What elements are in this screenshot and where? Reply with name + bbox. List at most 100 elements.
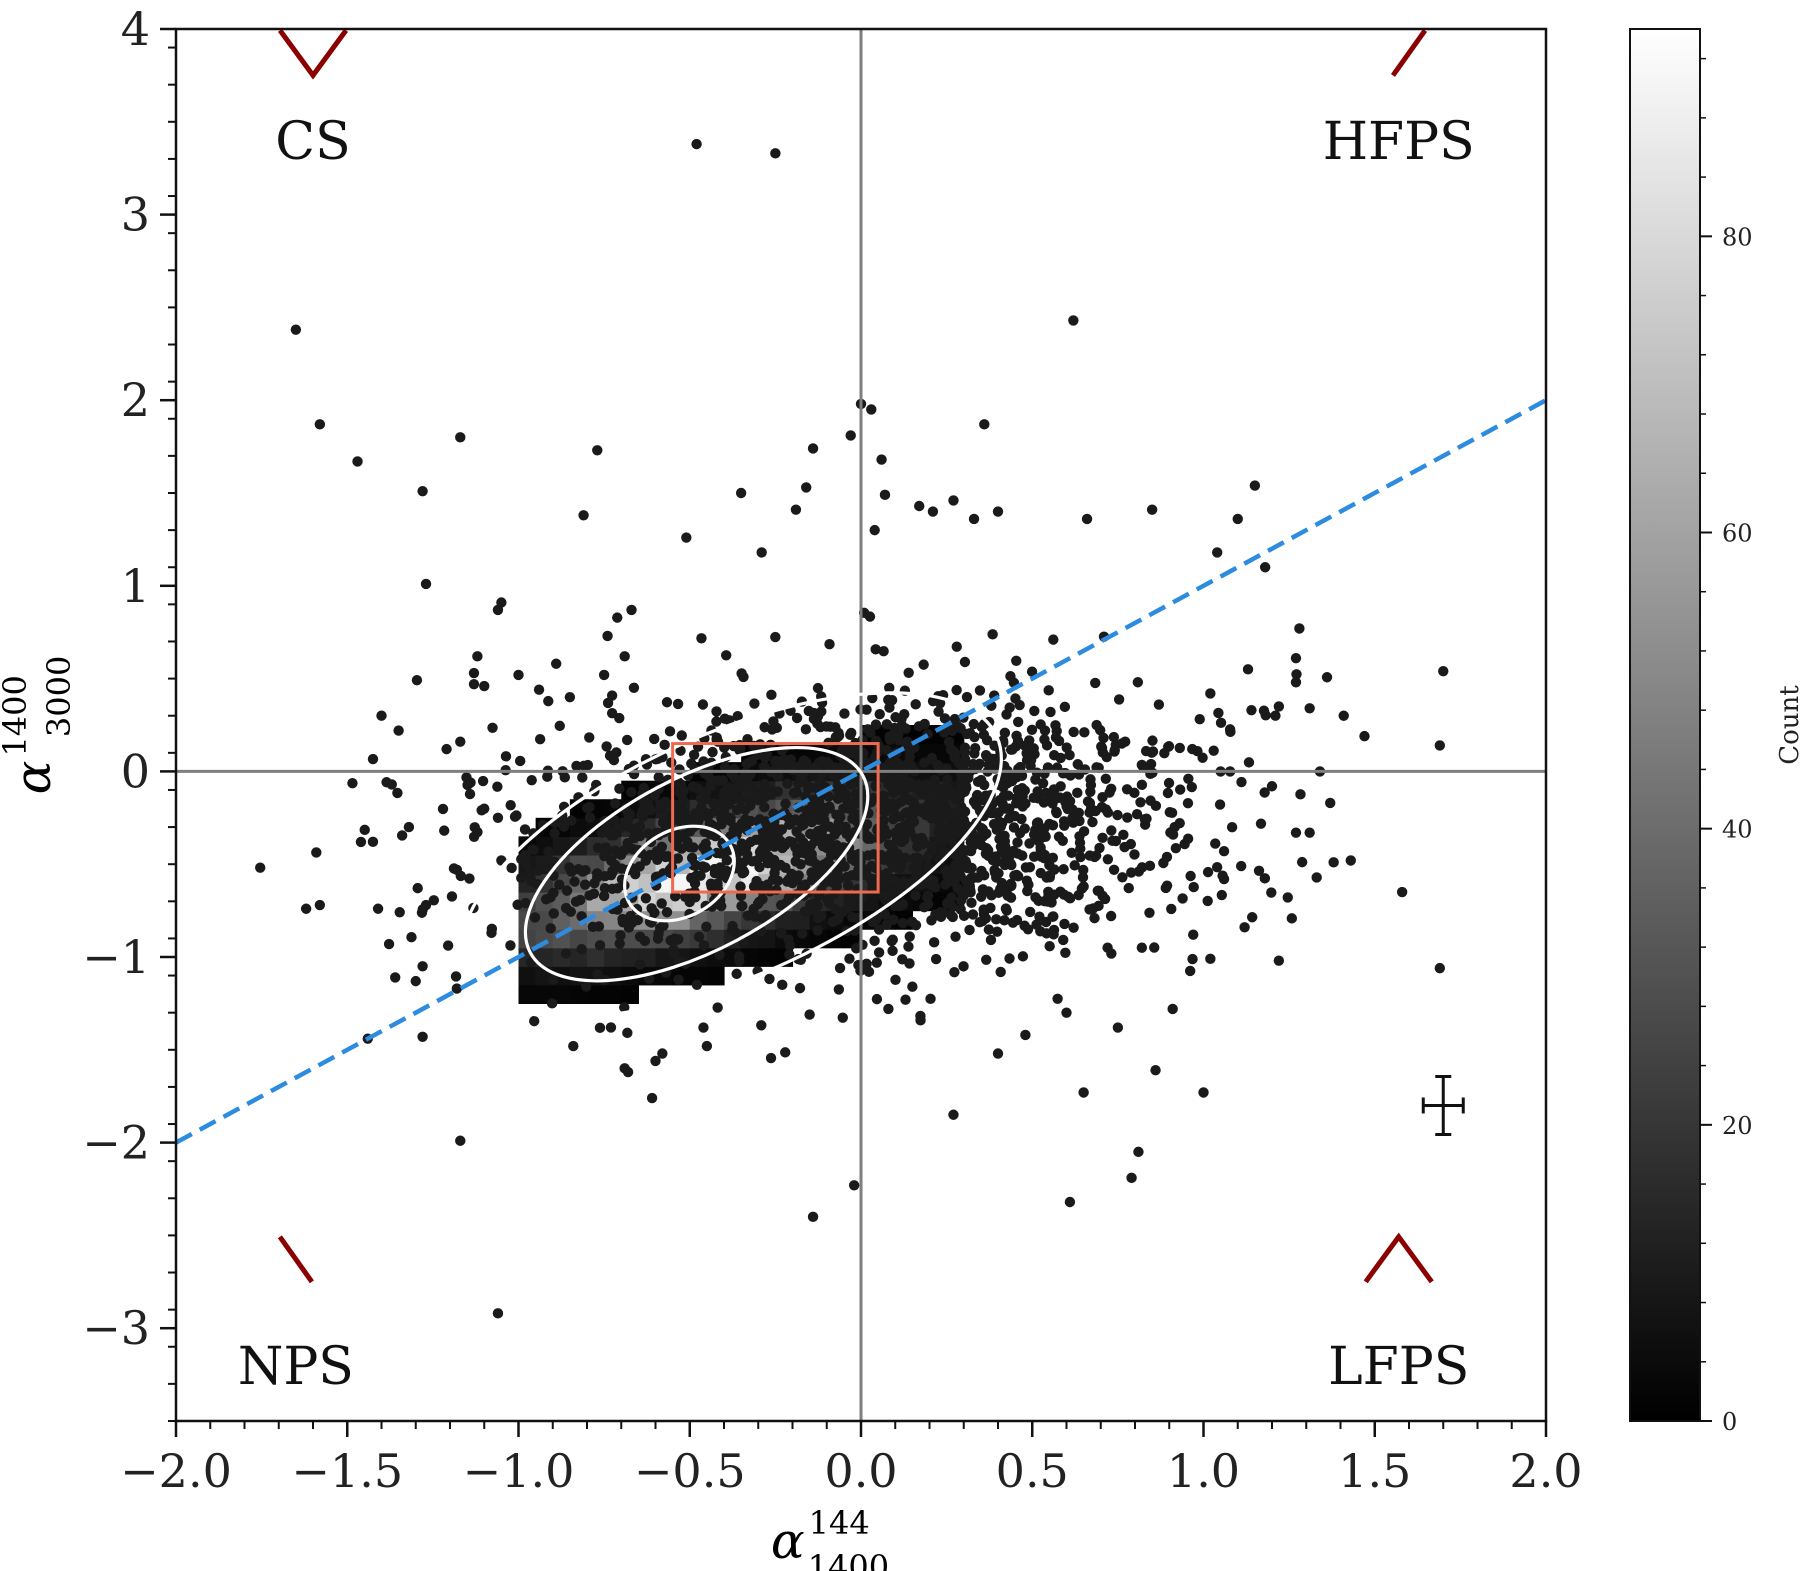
scatter-point — [903, 941, 914, 952]
scatter-point — [698, 842, 709, 853]
scatter-point — [731, 968, 742, 980]
density-bin — [929, 892, 948, 912]
scatter-point — [902, 736, 913, 747]
scatter-point — [1072, 759, 1083, 770]
scatter-point — [911, 870, 922, 882]
scatter-point — [1167, 1003, 1178, 1015]
scatter-point — [1174, 742, 1185, 754]
scatter-point — [886, 694, 898, 706]
scatter-point — [416, 907, 428, 918]
scatter-point — [887, 945, 898, 957]
scatter-point — [923, 898, 934, 910]
scatter-point — [774, 835, 786, 846]
scatter-point — [410, 975, 421, 987]
scatter-point — [1074, 815, 1085, 827]
scatter-point — [874, 708, 885, 720]
scatter-point — [519, 824, 531, 835]
scatter-point — [584, 812, 596, 823]
scatter-point — [898, 876, 909, 887]
scatter-point — [1073, 889, 1084, 901]
scatter-point — [815, 721, 826, 733]
scatter-point — [788, 787, 800, 799]
scatter-point — [640, 893, 652, 904]
scatter-point — [634, 959, 646, 970]
scatter-point — [1028, 743, 1039, 754]
scatter-point — [592, 969, 603, 980]
scatter-point — [561, 885, 573, 896]
scatter-point — [985, 934, 997, 946]
scatter-point — [605, 1022, 617, 1033]
scatter-point — [1210, 838, 1221, 849]
scatter-point — [905, 759, 916, 771]
scatter-point — [437, 803, 449, 815]
scatter-point — [661, 697, 673, 708]
scatter-point — [1039, 849, 1050, 861]
scatter-point — [570, 896, 582, 907]
scatter-point — [640, 855, 651, 866]
scatter-point — [1110, 835, 1122, 847]
scatter-point — [1182, 798, 1194, 809]
scatter-point — [942, 811, 953, 822]
density-bin — [518, 966, 537, 986]
scatter-point — [1044, 941, 1055, 952]
scatter-point — [780, 1047, 791, 1058]
scatter-point — [867, 692, 878, 704]
y-tick-label: 4 — [121, 2, 150, 56]
scatter-point — [1058, 816, 1070, 827]
scatter-point — [846, 870, 858, 881]
scatter-point — [417, 1031, 428, 1043]
scatter-point — [760, 816, 772, 827]
scatter-point — [1139, 819, 1151, 830]
scatter-point — [614, 712, 625, 724]
y-tick-label: 1 — [121, 559, 150, 613]
density-bin — [569, 929, 588, 949]
scatter-point — [738, 671, 749, 683]
scatter-point — [1239, 922, 1250, 933]
scatter-point — [608, 754, 620, 766]
scatter-point — [314, 419, 326, 430]
scatter-point — [983, 886, 994, 897]
scatter-point — [599, 883, 611, 894]
scatter-point — [844, 953, 855, 964]
scatter-point — [728, 771, 740, 782]
error-bar-marker — [1421, 1074, 1465, 1136]
scatter-point — [878, 646, 889, 657]
colorbar: 0 20 40 60 80 Count — [1629, 28, 1801, 1436]
scatter-point — [1105, 783, 1117, 794]
scatter-point — [945, 744, 957, 755]
scatter-point — [1147, 746, 1159, 757]
scatter-point — [703, 770, 714, 781]
scatter-point — [626, 604, 637, 616]
scatter-point — [451, 983, 463, 994]
scatter-point — [1434, 740, 1446, 751]
scatter-point — [894, 822, 905, 834]
scatter-point — [1253, 865, 1265, 877]
scatter-point — [1153, 699, 1165, 710]
scatter-point — [718, 806, 730, 818]
scatter-point — [617, 913, 628, 925]
scatter-point — [674, 764, 685, 775]
scatter-point — [914, 500, 925, 512]
scatter-point — [790, 504, 802, 515]
scatter-point — [446, 891, 458, 902]
scatter-point — [1090, 850, 1102, 861]
scatter-point — [1184, 965, 1196, 977]
scatter-point — [980, 842, 992, 854]
scatter-point — [833, 984, 845, 995]
scatter-point — [810, 828, 822, 839]
scatter-point — [903, 667, 914, 678]
scatter-point — [766, 689, 777, 701]
scatter-point — [709, 867, 721, 879]
scatter-point — [1105, 910, 1117, 922]
scatter-point — [701, 921, 712, 932]
scatter-point — [737, 868, 748, 879]
quadrant-label-hfps: HFPS — [1323, 112, 1475, 172]
scatter-point — [1194, 713, 1205, 725]
scatter-point — [921, 779, 932, 790]
scatter-point — [719, 742, 730, 753]
scatter-point — [1053, 831, 1065, 842]
scatter-point — [526, 775, 537, 786]
scatter-point — [468, 678, 480, 690]
scatter-point — [468, 667, 480, 679]
scatter-point — [950, 931, 961, 942]
